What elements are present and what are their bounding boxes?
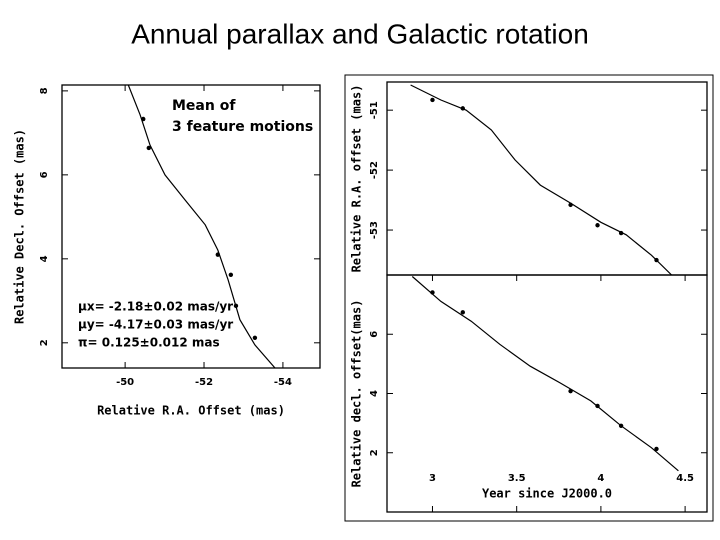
x-axis-label: Relative R.A. Offset (mas): [97, 404, 285, 418]
y-tick-label: 4: [369, 390, 380, 397]
annotation: π= 0.125±0.012 mas: [78, 336, 220, 350]
y-tick-label: -53: [369, 221, 380, 239]
data-point: [654, 446, 659, 452]
fit-curve: [127, 85, 276, 368]
y-tick-label: -51: [369, 101, 380, 119]
annotation: Mean of: [172, 98, 236, 114]
y-axis-label: Relative Decl. Offset (mas): [13, 129, 27, 324]
y-tick-label: 2: [39, 339, 50, 346]
x-tick-label: -50: [116, 377, 134, 388]
annotation: μy= -4.17±0.03 mas/yr: [78, 318, 233, 332]
y-tick-label: 4: [39, 255, 50, 262]
slide-title: Annual parallax and Galactic rotation: [131, 18, 589, 49]
x-tick-label: -54: [274, 377, 292, 388]
data-point: [252, 335, 258, 340]
x-tick-label: -52: [195, 377, 213, 388]
data-point: [430, 97, 435, 103]
figure-frame: [344, 74, 714, 522]
y-tick-label: -52: [369, 161, 380, 179]
data-point: [146, 145, 151, 151]
y-tick-label: 8: [39, 87, 50, 94]
x-tick-label: 3: [429, 473, 436, 484]
data-point: [595, 223, 600, 228]
data-point: [460, 310, 465, 315]
annotation: μx= -2.18±0.02 mas/yr: [78, 300, 233, 314]
plot-frame: [386, 81, 708, 276]
data-point: [228, 272, 234, 277]
x-axis-label: Year since J2000.0: [482, 487, 612, 501]
y-axis-label: Relative decl. offset(mas): [350, 300, 364, 488]
x-tick-label: 4.5: [676, 473, 694, 484]
x-tick-label: 3.5: [508, 473, 526, 484]
plot-frame: [61, 84, 321, 369]
fit-curve: [411, 276, 679, 472]
y-axis-label: Relative R.A. offset (mas): [350, 85, 364, 273]
y-tick-label: 2: [369, 449, 380, 456]
x-tick-label: 4: [597, 473, 604, 484]
annotation: 3 feature motions: [172, 119, 313, 135]
y-tick-label: 6: [39, 171, 50, 178]
y-tick-label: 6: [369, 331, 380, 338]
fit-curve: [410, 84, 673, 275]
